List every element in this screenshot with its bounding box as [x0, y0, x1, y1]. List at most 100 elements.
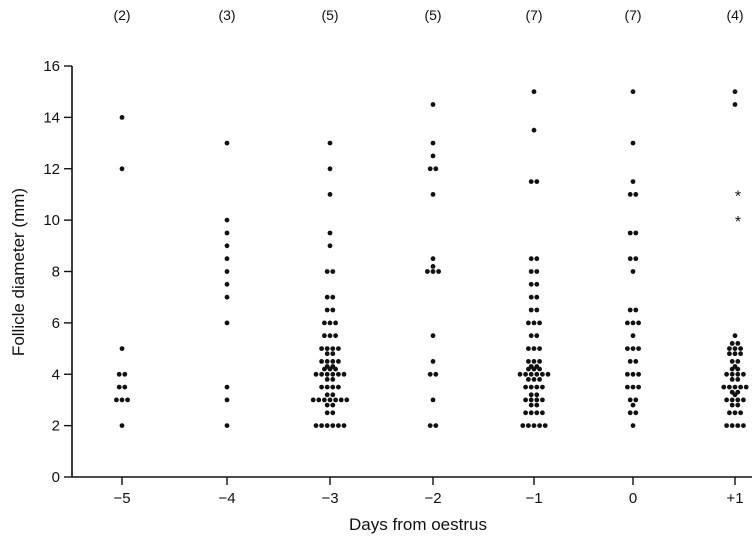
data-point [633, 192, 639, 197]
data-point [540, 410, 545, 416]
data-point [433, 423, 439, 428]
data-point [430, 192, 436, 197]
data-point [540, 384, 545, 390]
data-point [344, 397, 350, 403]
data-point [534, 402, 540, 408]
asterisk-annotations: ** [735, 188, 741, 231]
data-point [430, 359, 436, 364]
data-point [224, 243, 230, 249]
data-point [528, 397, 534, 403]
data-point [528, 269, 534, 274]
data-point [528, 371, 534, 377]
data-point [327, 243, 333, 249]
data-point [534, 307, 540, 313]
x-tick-label: −4 [218, 490, 235, 507]
count-labels: (2) (3) (5) (5) (7) (7) (4) [113, 7, 743, 23]
data-point [741, 423, 746, 428]
data-point [114, 397, 119, 403]
data-point [324, 377, 330, 382]
data-point [627, 307, 633, 313]
data-point [327, 397, 333, 403]
y-ticks: 0 2 4 6 8 10 12 14 16 [43, 58, 72, 486]
data-point [542, 423, 548, 428]
data-point [528, 256, 534, 262]
data-point [633, 230, 639, 236]
data-point [636, 320, 641, 326]
data-point [327, 366, 333, 372]
data-point [330, 384, 336, 390]
x-tick-label: −1 [525, 490, 542, 507]
data-point [324, 307, 330, 313]
data-point [327, 192, 333, 197]
data-point [528, 384, 534, 390]
data-point [336, 346, 341, 351]
count-label: (3) [218, 7, 235, 23]
data-point [534, 371, 540, 377]
data-point [330, 294, 336, 300]
data-point [224, 384, 230, 390]
data-point [330, 392, 336, 398]
data-point [224, 320, 230, 326]
data-point [433, 166, 439, 172]
data-point [330, 423, 336, 428]
x-tick-label: −3 [321, 490, 338, 507]
data-point [627, 359, 633, 364]
data-point [630, 89, 636, 95]
data-point [732, 351, 738, 357]
data-point [526, 320, 531, 326]
data-point [430, 264, 436, 269]
data-point [531, 359, 537, 364]
data-point [721, 384, 727, 390]
data-point [738, 384, 743, 390]
data-point [625, 320, 630, 326]
data-point [322, 397, 327, 403]
data-point [333, 333, 338, 339]
data-point [336, 359, 341, 364]
data-point [322, 366, 327, 372]
data-point [324, 371, 330, 377]
data-point [729, 423, 735, 428]
data-point [341, 423, 347, 428]
data-point [732, 384, 738, 390]
data-point [523, 384, 528, 390]
data-point [224, 397, 230, 403]
data-point [324, 410, 330, 416]
data-point [327, 230, 333, 236]
data-point [729, 359, 735, 364]
data-point [625, 384, 630, 390]
data-point [526, 366, 531, 372]
data-point [534, 269, 540, 274]
data-point [540, 397, 545, 403]
data-point [122, 384, 128, 390]
data-point [430, 140, 436, 146]
data-point [526, 346, 531, 351]
data-point [537, 377, 542, 382]
data-point [324, 269, 330, 274]
data-points [114, 89, 749, 428]
data-point [627, 410, 633, 416]
data-point [425, 269, 430, 274]
data-point [430, 333, 436, 339]
data-point [735, 371, 741, 377]
count-label: (7) [525, 7, 542, 23]
data-point [224, 294, 230, 300]
data-point [743, 384, 749, 390]
data-point [528, 307, 534, 313]
data-point [523, 397, 528, 403]
data-point [333, 397, 338, 403]
data-point [224, 140, 230, 146]
data-point [738, 351, 743, 357]
data-point [727, 351, 732, 357]
data-point [727, 384, 732, 390]
data-point [531, 127, 537, 133]
data-point [534, 179, 540, 185]
data-point [732, 392, 738, 398]
data-point [729, 377, 735, 382]
data-point [630, 384, 636, 390]
data-point [630, 346, 636, 351]
x-tick-label: −5 [113, 490, 130, 507]
data-point [732, 346, 738, 351]
data-point [735, 423, 741, 428]
data-point [729, 366, 735, 372]
data-point [330, 377, 336, 382]
